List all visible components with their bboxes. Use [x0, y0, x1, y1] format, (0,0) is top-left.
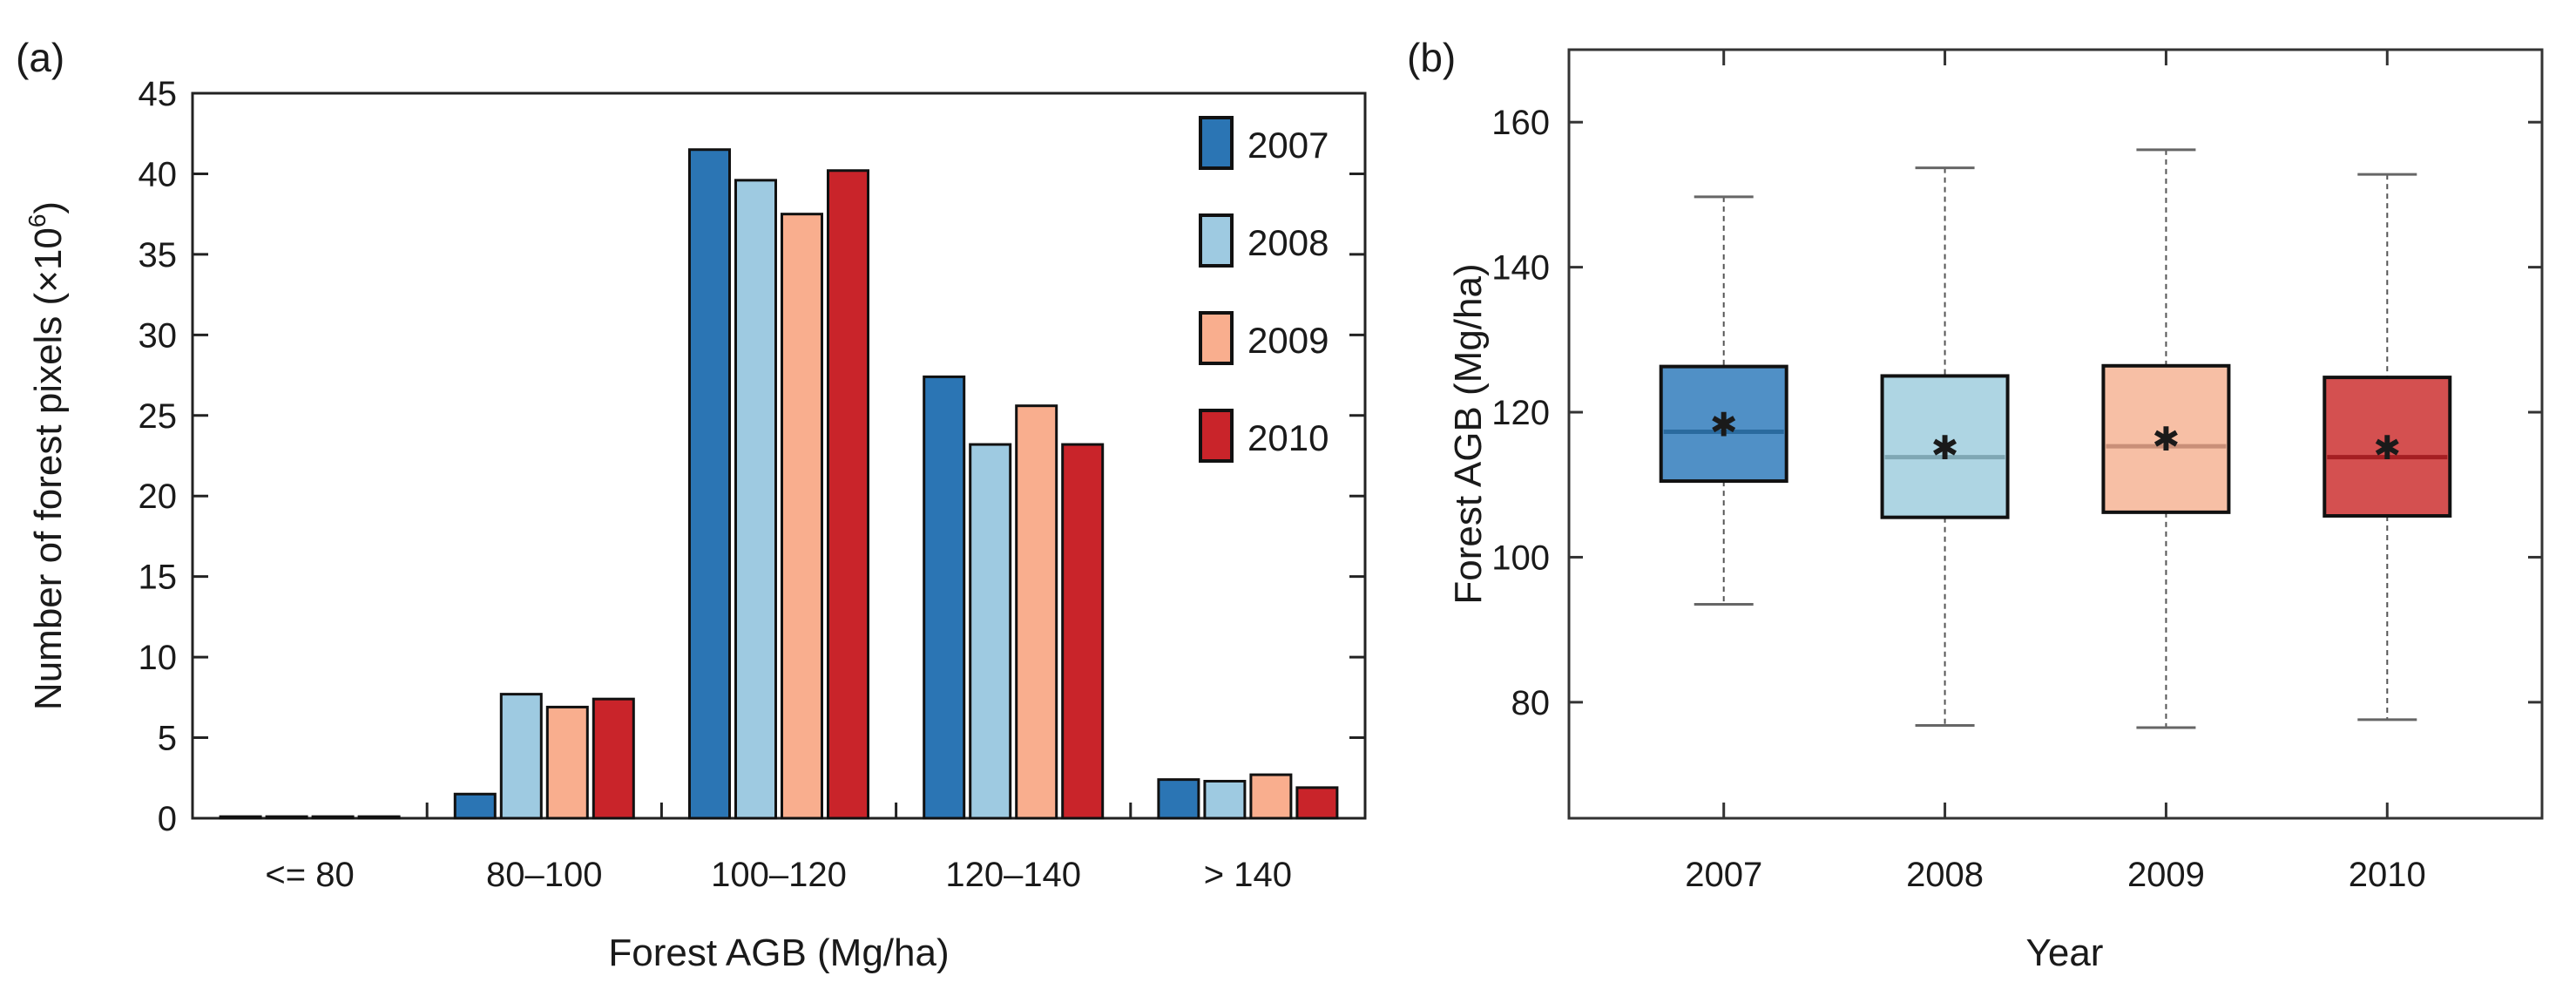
bar-2007-0 [219, 815, 262, 820]
bar-2007-1 [453, 792, 497, 820]
y-axis-label-superscript: 6 [24, 214, 51, 228]
bar-2009-3 [1015, 404, 1058, 820]
mean-marker-icon: ✱ [1710, 408, 1738, 444]
bar-2008-2 [734, 179, 777, 820]
bar-2007-3 [923, 375, 966, 820]
box-2010 [2322, 376, 2452, 518]
mean-marker-icon: ✱ [2153, 422, 2180, 458]
bar-2010-3 [1061, 443, 1105, 820]
panel-b: (b) 80 100 120 140 160 2007 ✱ 2008 ✱ 2009 ✱ 2010 ✱ Y… [1407, 35, 2544, 974]
bar-2007-2 [688, 148, 731, 820]
y-tick-label: 25 [139, 397, 178, 436]
y-axis-label-suffix: ) [27, 201, 70, 214]
mean-marker-icon: ✱ [1931, 430, 1959, 467]
legend-label: 2009 [1247, 320, 1329, 361]
x-axis-label: Forest AGB (Mg/ha) [608, 932, 949, 974]
x-tick-label: > 140 [1204, 856, 1292, 894]
panel-a-label: (a) [16, 35, 64, 80]
y-tick-label: 0 [158, 800, 177, 838]
bar-2010-0 [357, 815, 401, 820]
bar-2008-1 [499, 693, 543, 820]
bar-2009-2 [781, 213, 823, 820]
mean-marker-icon: ✱ [2373, 430, 2401, 467]
panel-a: (a) 0 5 10 15 20 25 30 35 40 45 <= 80 80–100 100–120… [16, 35, 1367, 974]
y-tick-label: 40 [139, 155, 178, 193]
y-tick-label: 160 [1491, 104, 1550, 142]
y-tick-label: 100 [1491, 539, 1550, 577]
x-tick-label: <= 80 [265, 856, 354, 894]
y-tick-label: 5 [158, 720, 177, 758]
y-tick-label: 140 [1491, 249, 1550, 288]
bar-2010-1 [592, 697, 635, 820]
y-tick-label: 10 [139, 639, 178, 677]
y-tick-label: 20 [139, 478, 178, 516]
box-2008 [1880, 374, 2010, 519]
legend-swatch-2009 [1199, 311, 1234, 365]
x-tick-label: 120–140 [945, 856, 1081, 894]
bar-2010-2 [827, 169, 869, 820]
plot-frame [1567, 48, 2544, 820]
x-tick-label: 2007 [1685, 856, 1762, 894]
box-2009 [2101, 363, 2231, 514]
bar-2009-1 [545, 705, 589, 820]
x-axis-label: Year [2026, 932, 2104, 974]
legend-swatch-2008 [1199, 213, 1234, 268]
y-tick-label: 45 [139, 75, 178, 113]
legend-label: 2007 [1247, 125, 1329, 166]
bar-plot-area: 0 5 10 15 20 25 30 35 40 45 <= 80 80–100 100–120 120–… [139, 75, 1367, 894]
y-tick-label: 35 [139, 236, 178, 274]
bar-2009-4 [1249, 773, 1293, 820]
x-tick-label: 2010 [2349, 856, 2426, 894]
x-tick-label: 80–100 [486, 856, 602, 894]
bar-2008-4 [1203, 779, 1247, 820]
y-tick-label: 15 [139, 559, 178, 597]
box-2007 [1659, 364, 1788, 484]
bar-2008-0 [265, 815, 308, 820]
y-tick-label: 120 [1491, 394, 1550, 432]
y-tick-label: 80 [1511, 684, 1551, 722]
y-axis-label: Number of forest pixels (×106) [24, 201, 70, 710]
bar-2008-3 [969, 443, 1012, 820]
y-axis-label-main: Number of forest pixels (×10 [27, 227, 70, 710]
plot-frame [191, 91, 1367, 820]
legend-label: 2008 [1247, 222, 1329, 263]
y-axis-label: Forest AGB (Mg/ha) [1447, 263, 1490, 604]
y-tick-label: 30 [139, 316, 178, 355]
legend-label: 2010 [1247, 417, 1329, 458]
x-tick-label: 100–120 [711, 856, 847, 894]
bar-2007-4 [1157, 778, 1200, 820]
legend-swatch-2010 [1199, 409, 1234, 463]
box-plot-area: 80 100 120 140 160 2007 ✱ 2008 ✱ 2009 ✱ 2010 ✱ [1491, 48, 2544, 894]
bar-2009-0 [311, 815, 355, 820]
x-tick-label: 2008 [1906, 856, 1984, 894]
legend-swatch-2007 [1199, 116, 1234, 170]
bar-2010-4 [1295, 786, 1339, 820]
x-tick-label: 2009 [2127, 856, 2205, 894]
panel-b-label: (b) [1407, 35, 1456, 80]
